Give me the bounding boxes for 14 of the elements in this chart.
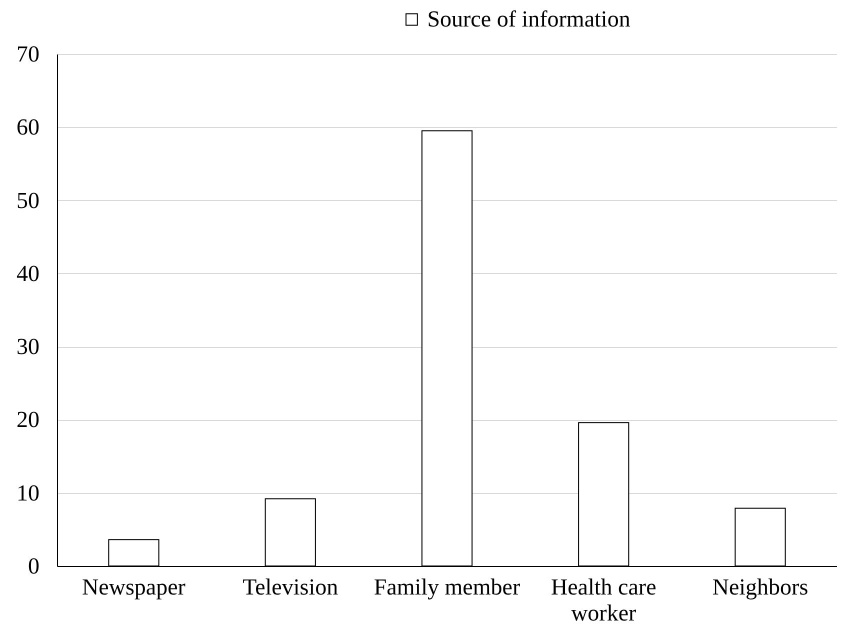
- legend-label: Source of information: [427, 6, 631, 32]
- y-tick-label: 70: [16, 42, 40, 66]
- y-tick-label: 30: [16, 334, 40, 360]
- y-tick-label: 50: [16, 188, 40, 213]
- y-tick-label: 20: [16, 407, 40, 432]
- y-tick-label: 60: [16, 114, 40, 140]
- x-tick-label: Health care worker: [550, 574, 656, 626]
- x-tick-label: Television: [242, 574, 339, 600]
- x-tick-label: Family member: [374, 574, 520, 600]
- y-tick-label: 40: [16, 260, 40, 286]
- x-tick-label: Newspaper: [82, 574, 186, 600]
- x-tick-label: Neighbors: [712, 574, 808, 600]
- y-tick-label: 0: [28, 554, 40, 578]
- y-tick-label: 10: [16, 480, 40, 506]
